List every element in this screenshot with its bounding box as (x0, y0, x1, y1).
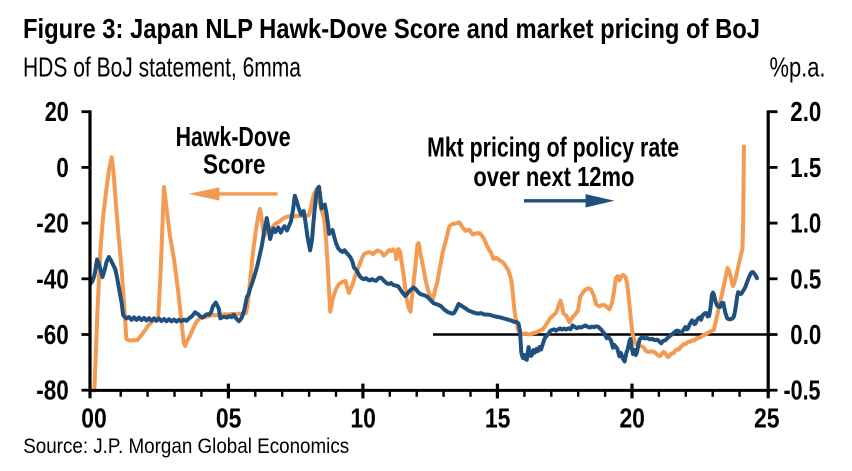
svg-text:-80: -80 (36, 375, 69, 406)
svg-text:over next 12mo: over next 12mo (473, 161, 634, 192)
svg-text:-20: -20 (36, 208, 69, 239)
svg-text:1.0: 1.0 (790, 208, 821, 239)
svg-text:-0.5: -0.5 (784, 375, 821, 406)
svg-text:15: 15 (485, 403, 511, 434)
svg-text:00: 00 (81, 403, 107, 434)
svg-text:-40: -40 (36, 263, 69, 294)
svg-text:-60: -60 (36, 319, 69, 350)
svg-text:0: 0 (56, 152, 69, 183)
svg-text:20: 20 (45, 96, 69, 127)
svg-text:0.0: 0.0 (790, 319, 821, 350)
svg-text:Figure 3: Japan NLP Hawk-Dove: Figure 3: Japan NLP Hawk-Dove Score and … (23, 13, 760, 44)
svg-text:Mkt pricing of policy rate: Mkt pricing of policy rate (427, 131, 679, 162)
svg-text:20: 20 (619, 403, 645, 434)
svg-text:10: 10 (350, 403, 376, 434)
svg-text:25: 25 (754, 403, 780, 434)
svg-text:Score: Score (203, 148, 266, 179)
svg-text:2.0: 2.0 (790, 96, 821, 127)
svg-text:Source: J.P. Morgan Global Eco: Source: J.P. Morgan Global Economics (23, 435, 349, 458)
svg-text:1.5: 1.5 (790, 152, 821, 183)
svg-text:Hawk-Dove: Hawk-Dove (176, 121, 291, 152)
svg-text:%p.a.: %p.a. (770, 52, 826, 83)
svg-text:05: 05 (216, 403, 242, 434)
svg-text:0.5: 0.5 (790, 263, 821, 294)
svg-text:HDS of BoJ statement, 6mma: HDS of BoJ statement, 6mma (23, 52, 302, 83)
